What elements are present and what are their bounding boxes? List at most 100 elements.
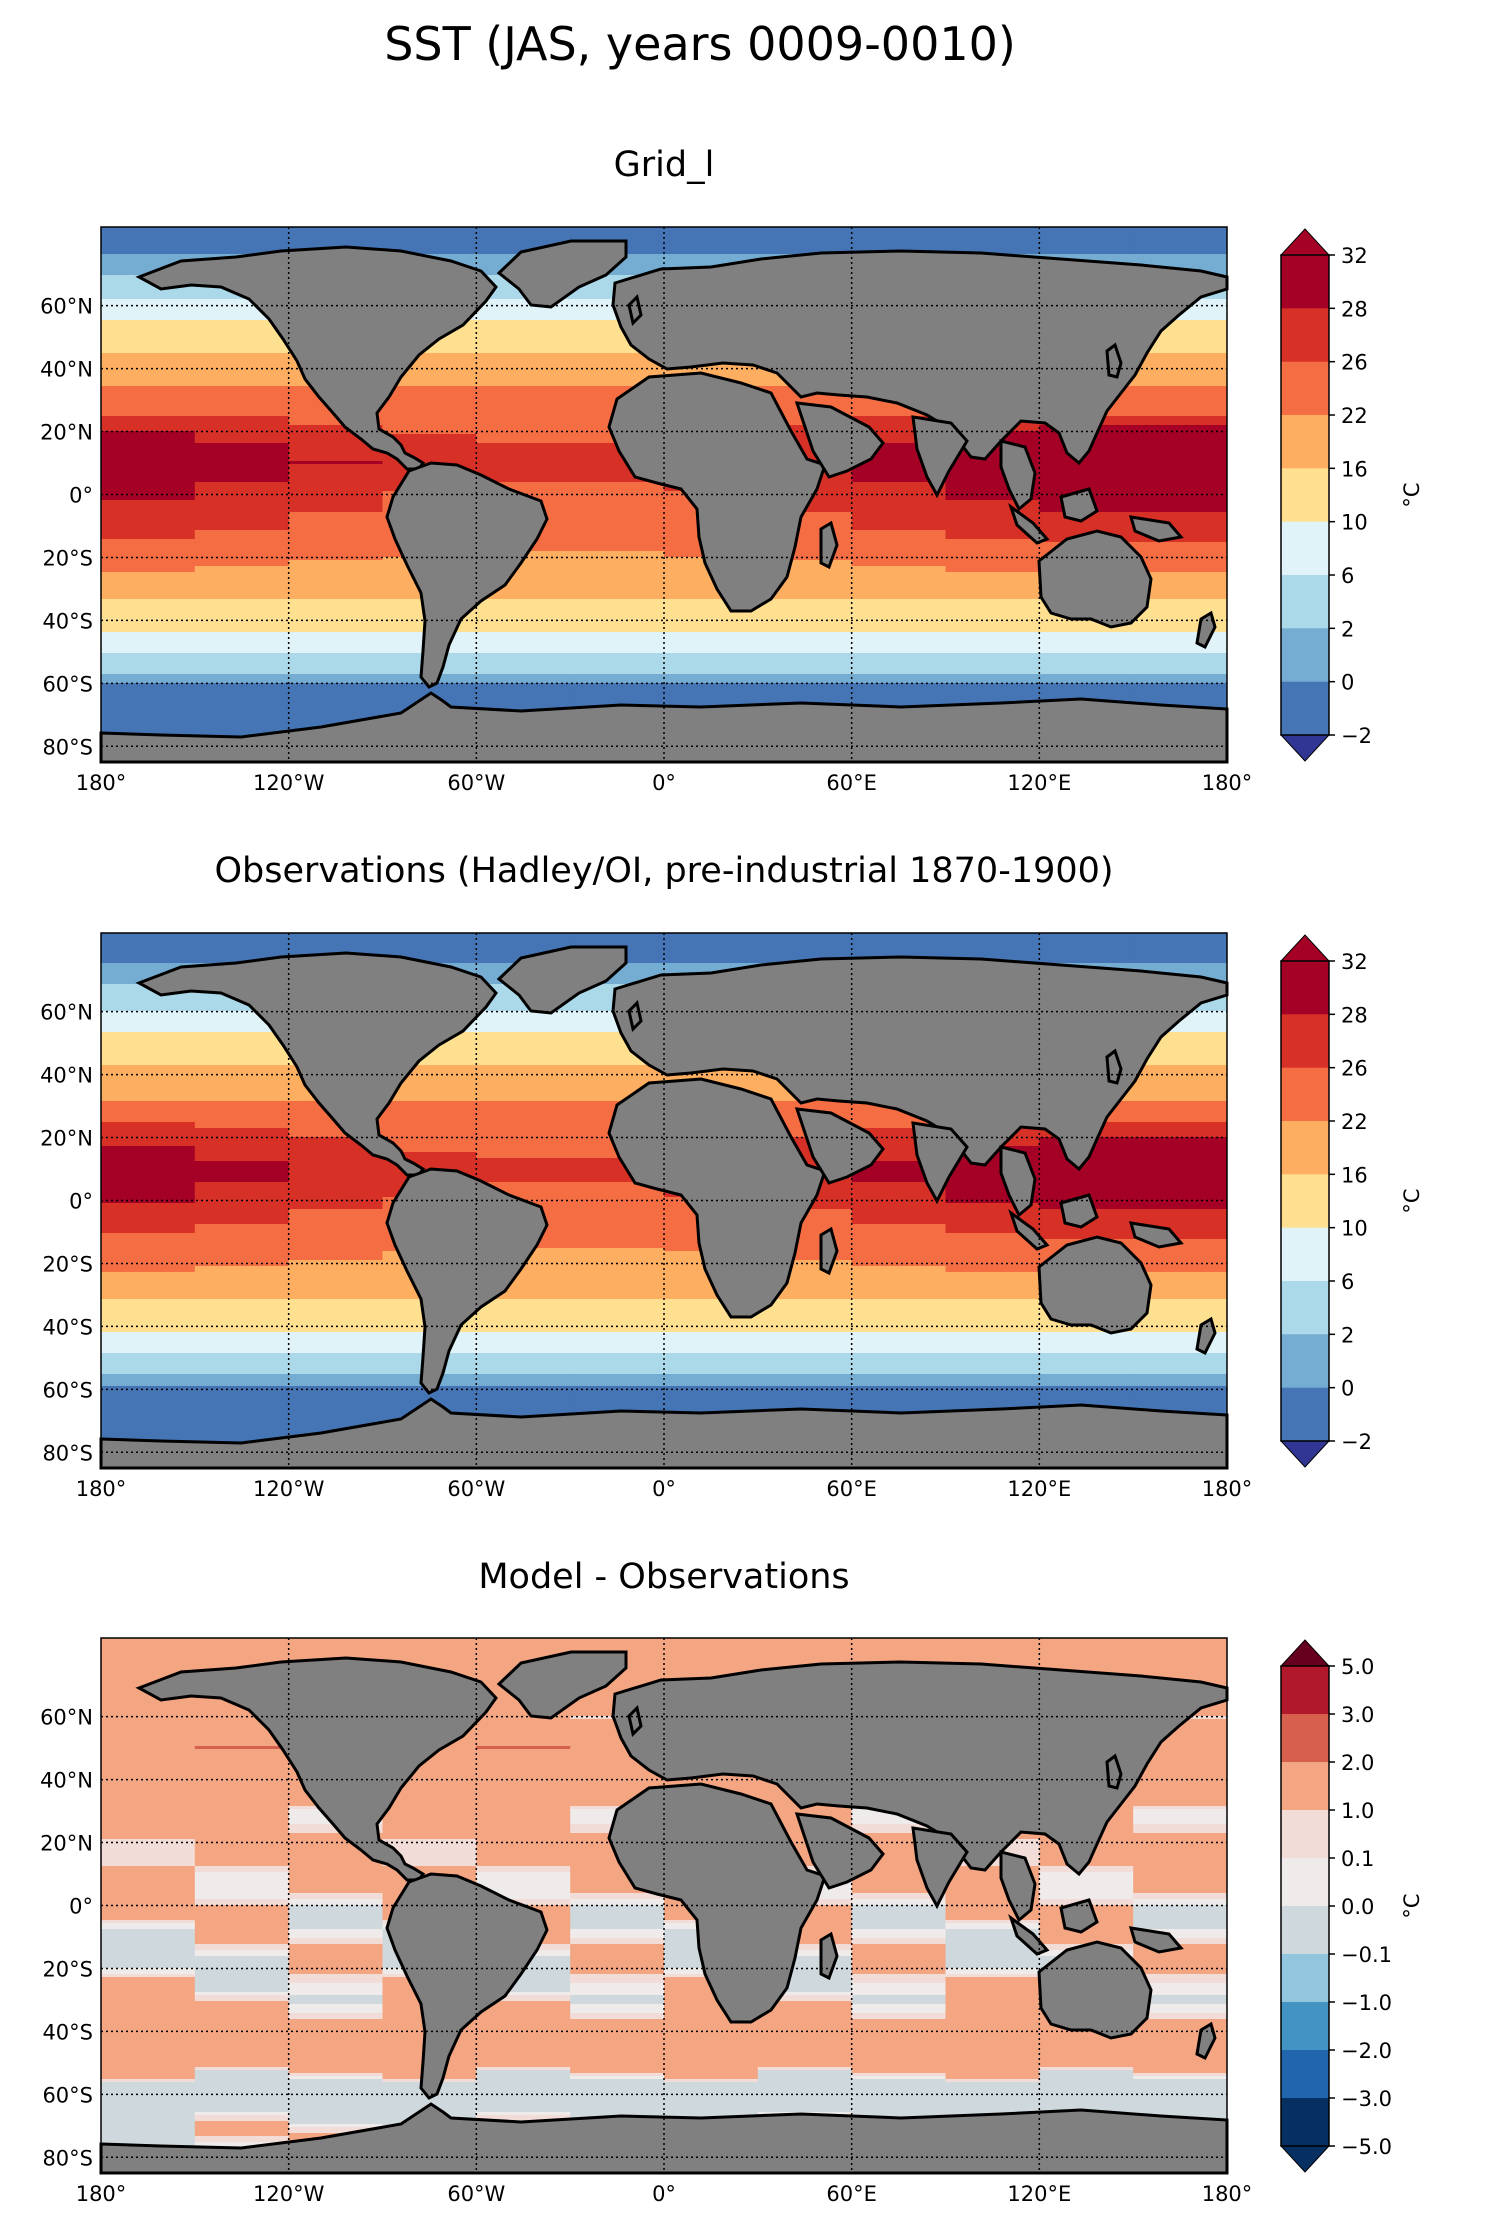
field-cell (194, 1158, 290, 1162)
field-cell (851, 416, 947, 420)
field-cell (288, 719, 384, 723)
field-cell (101, 494, 196, 498)
field-cell (757, 446, 853, 450)
y-tick-label: 40°S (42, 1315, 93, 1339)
field-cell (851, 230, 947, 234)
field-cell (1039, 1656, 1134, 1660)
field-cell (945, 668, 1040, 672)
field-cell (194, 467, 290, 471)
field-cell (757, 1299, 853, 1303)
field-cell (570, 1032, 665, 1036)
field-cell (194, 584, 290, 588)
field-cell (851, 1377, 947, 1381)
panel-observations: Observations (Hadley/OI, pre-industrial … (40, 851, 1424, 1501)
field-cell (664, 644, 759, 648)
field-cell (476, 1401, 571, 1405)
field-cell (476, 632, 571, 636)
field-cell (476, 488, 571, 492)
field-cell (288, 1299, 384, 1303)
field-cell (194, 413, 290, 417)
field-cell (851, 1305, 947, 1309)
field-cell (945, 515, 1040, 519)
field-cell (570, 1098, 665, 1102)
field-cell (382, 1650, 477, 1654)
field-cell (570, 545, 665, 549)
field-cell (382, 356, 477, 360)
field-cell (194, 1359, 290, 1363)
field-cell (101, 1410, 196, 1414)
field-cell (1133, 512, 1227, 516)
field-cell (476, 635, 571, 639)
field-cell (476, 1338, 571, 1342)
field-cell (851, 608, 947, 612)
field-cell (194, 1164, 290, 1168)
field-cell (1039, 458, 1134, 462)
field-cell (194, 566, 290, 570)
field-cell (570, 695, 665, 699)
field-cell (664, 365, 759, 369)
field-cell (1039, 1368, 1134, 1372)
field-cell (1133, 1023, 1227, 1027)
field-cell (194, 602, 290, 606)
field-cell (194, 380, 290, 384)
field-cell (570, 1182, 665, 1186)
field-cell (476, 1053, 571, 1057)
field-cell (1039, 623, 1134, 627)
field-cell (664, 1656, 759, 1660)
field-cell (570, 395, 665, 399)
field-cell (664, 242, 759, 246)
y-tick-label: 40°N (40, 1064, 93, 1088)
field-cell (194, 1044, 290, 1048)
field-cell (945, 536, 1040, 540)
field-cell (1133, 1356, 1227, 1360)
field-cell (476, 230, 571, 234)
field-cell (1133, 1179, 1227, 1183)
field-cell (1039, 1173, 1134, 1177)
field-cell (382, 1158, 477, 1162)
field-cell (1133, 1638, 1227, 1642)
field-cell (1133, 515, 1227, 519)
field-cell (851, 1203, 947, 1207)
field-cell (1133, 936, 1227, 940)
field-cell (382, 419, 477, 423)
field-cell (382, 1059, 477, 1063)
field-cell (194, 533, 290, 537)
field-cell (1133, 470, 1227, 474)
field-cell (851, 626, 947, 630)
field-cell (476, 1371, 571, 1375)
field-cell (945, 1236, 1040, 1240)
field-cell (476, 1350, 571, 1354)
field-cell (945, 1206, 1040, 1210)
field-cell (101, 1314, 196, 1318)
field-cell (382, 416, 477, 420)
field-cell (1133, 1188, 1227, 1192)
field-cell (851, 1269, 947, 1273)
field-cell (101, 707, 196, 711)
field-cell (1133, 494, 1227, 498)
field-cell (101, 473, 196, 477)
field-cell (945, 1338, 1040, 1342)
field-cell (101, 1302, 196, 1306)
field-cell (288, 1389, 384, 1393)
field-cell (1133, 683, 1227, 687)
field-cell (945, 614, 1040, 618)
field-cell (194, 1728, 290, 1732)
field-cell (664, 1380, 759, 1384)
field-cell (945, 629, 1040, 633)
field-cell (851, 933, 947, 937)
field-cell (570, 1380, 665, 1384)
field-cell (1133, 1671, 1227, 1675)
field-cell (757, 539, 853, 543)
field-cell (945, 452, 1040, 456)
field-cell (101, 251, 196, 255)
field-cell (288, 515, 384, 519)
field-cell (476, 1272, 571, 1276)
field-cell (945, 1200, 1040, 1204)
field-cell (288, 578, 384, 582)
field-cell (101, 527, 196, 531)
field-cell (476, 1758, 571, 1762)
field-cell (757, 227, 853, 231)
field-cell (382, 233, 477, 237)
field-cell (476, 1740, 571, 1744)
field-cell (851, 1134, 947, 1138)
